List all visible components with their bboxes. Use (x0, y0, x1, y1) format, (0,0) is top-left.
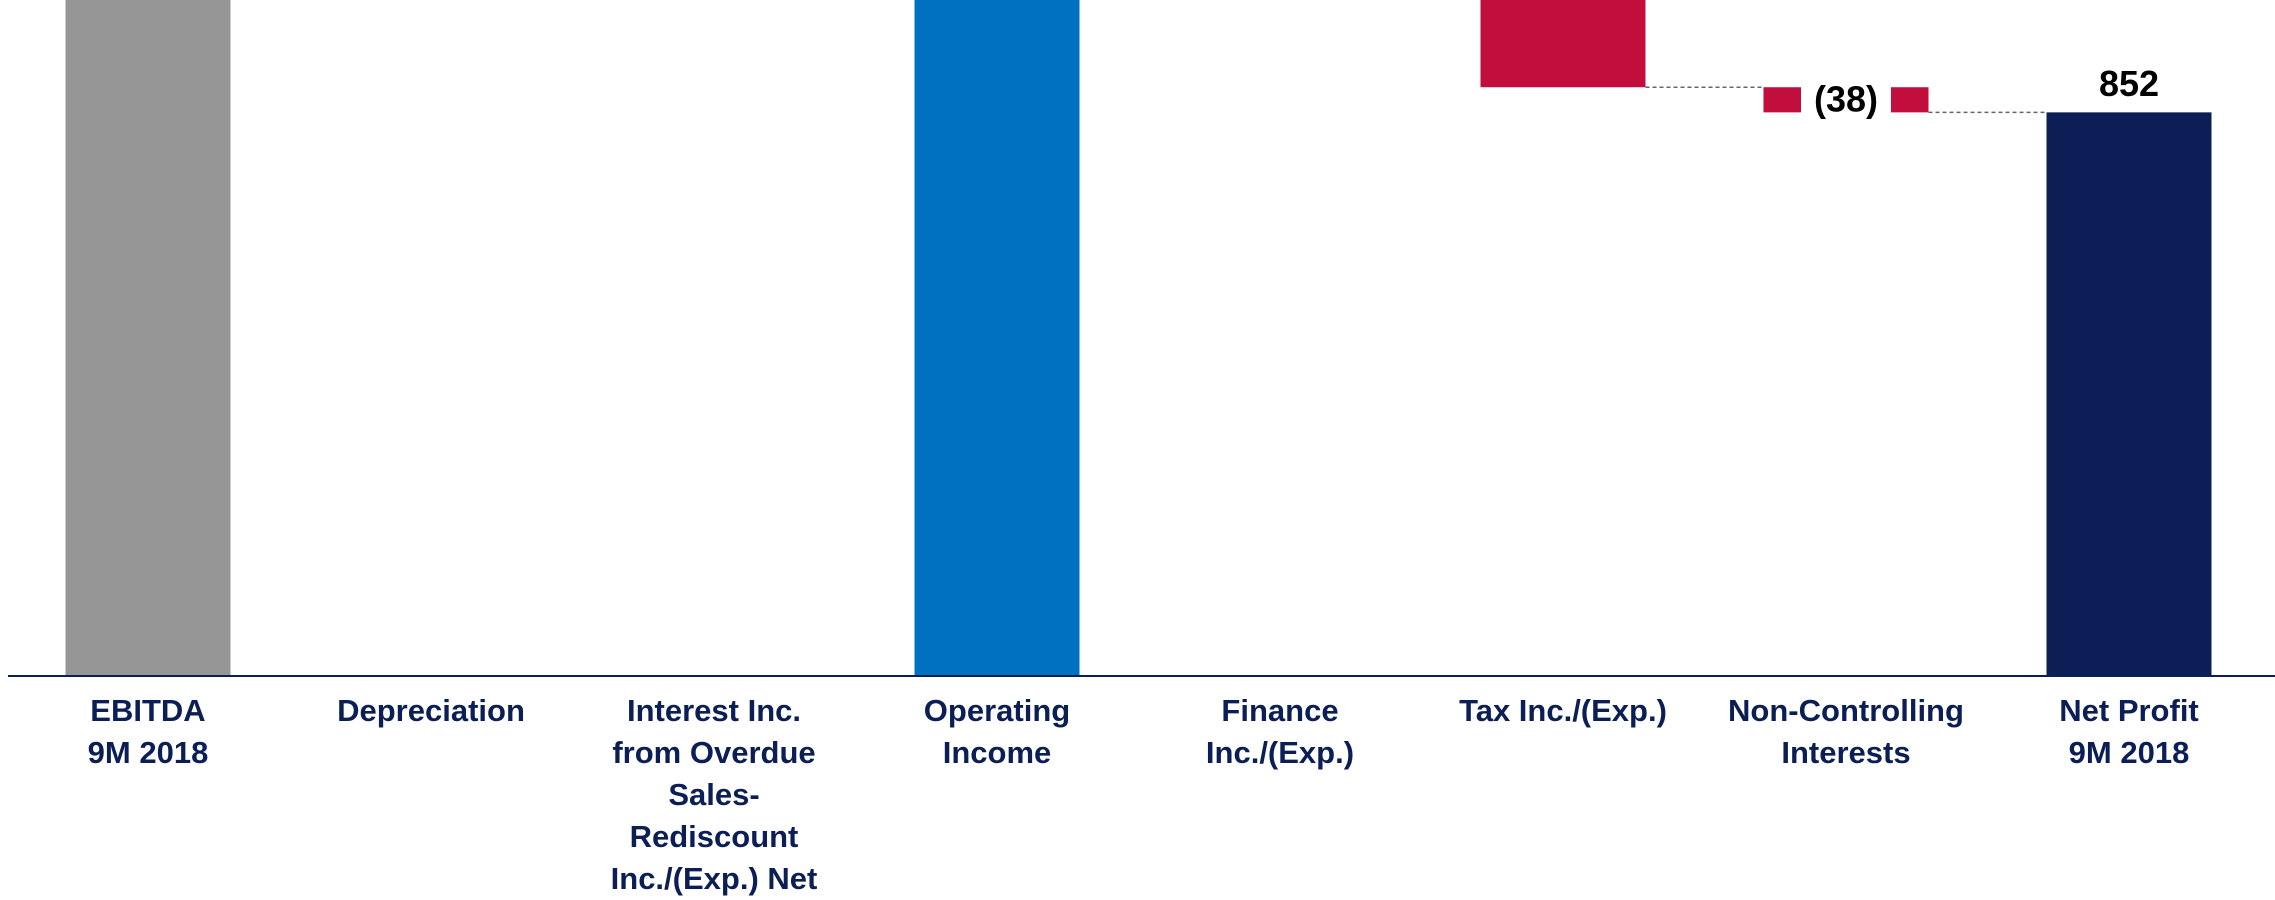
bar (914, 0, 1080, 676)
category-label: Net Profit 9M 2018 (2059, 693, 2199, 770)
value-label: 852 (2099, 63, 2159, 104)
bar (1480, 0, 1646, 88)
category-label: Depreciation (337, 693, 525, 728)
category-label: Finance Inc./(Exp.) (1205, 693, 1355, 770)
category-label: Non-Controlling Interests (1728, 693, 1964, 770)
label-bg (1801, 77, 1891, 122)
category-label: Tax Inc./(Exp.) (1459, 693, 1667, 728)
category-label: EBITDA 9M 2018 (87, 693, 209, 770)
category-label: Interest Inc. from Overdue Sales- Redisc… (610, 693, 818, 896)
value-label: (38) (1814, 78, 1878, 119)
category-label: Operating Income (923, 693, 1071, 770)
bar (2046, 112, 2212, 677)
bar (65, 0, 231, 677)
